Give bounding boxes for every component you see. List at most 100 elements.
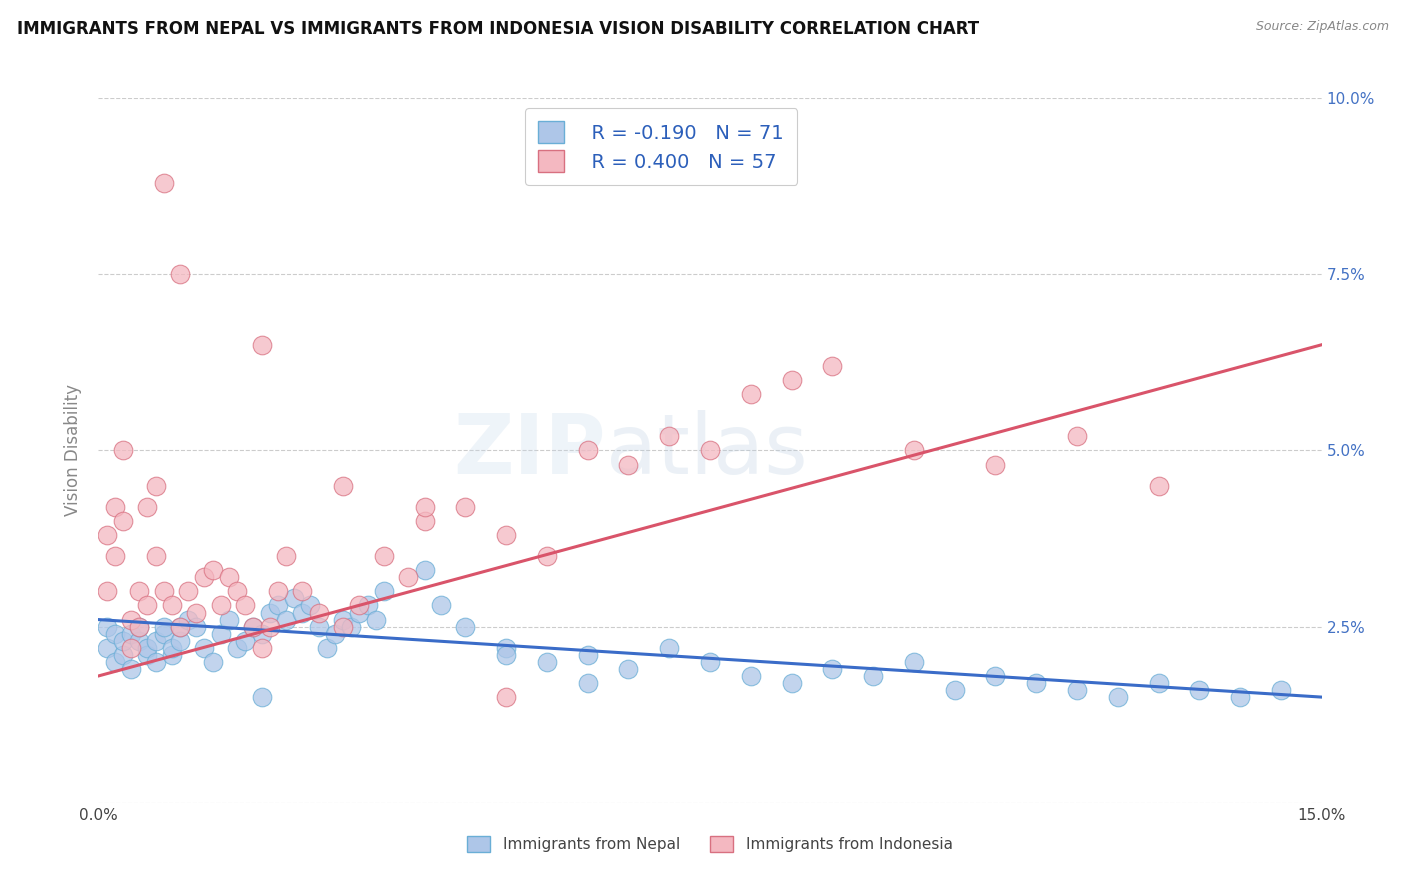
- Point: [177, 584, 200, 599]
- Text: ZIP: ZIP: [454, 410, 606, 491]
- Point: [536, 655, 558, 669]
- Point: [145, 478, 167, 492]
- Point: [120, 626, 142, 640]
- Point: [218, 613, 240, 627]
- Point: [201, 655, 224, 669]
- Point: [242, 619, 264, 633]
- Point: [96, 584, 118, 599]
- Point: [96, 640, 118, 655]
- Point: [120, 613, 142, 627]
- Point: [145, 655, 167, 669]
- Point: [145, 549, 167, 564]
- Point: [250, 690, 273, 705]
- Point: [315, 640, 337, 655]
- Legend: Immigrants from Nepal, Immigrants from Indonesia: Immigrants from Nepal, Immigrants from I…: [461, 830, 959, 859]
- Point: [291, 606, 314, 620]
- Point: [356, 599, 378, 613]
- Point: [128, 619, 150, 633]
- Point: [291, 584, 314, 599]
- Point: [160, 648, 183, 662]
- Point: [152, 584, 174, 599]
- Point: [617, 458, 640, 472]
- Point: [780, 373, 803, 387]
- Point: [120, 640, 142, 655]
- Point: [111, 514, 134, 528]
- Point: [332, 613, 354, 627]
- Point: [104, 655, 127, 669]
- Text: IMMIGRANTS FROM NEPAL VS IMMIGRANTS FROM INDONESIA VISION DISABILITY CORRELATION: IMMIGRANTS FROM NEPAL VS IMMIGRANTS FROM…: [17, 20, 979, 37]
- Point: [1270, 683, 1292, 698]
- Point: [323, 626, 346, 640]
- Point: [943, 683, 966, 698]
- Point: [1025, 676, 1047, 690]
- Point: [128, 584, 150, 599]
- Point: [332, 619, 354, 633]
- Point: [274, 549, 297, 564]
- Point: [1066, 429, 1088, 443]
- Point: [413, 500, 436, 514]
- Point: [495, 648, 517, 662]
- Point: [740, 387, 762, 401]
- Point: [862, 669, 884, 683]
- Point: [250, 640, 273, 655]
- Point: [740, 669, 762, 683]
- Point: [111, 648, 134, 662]
- Point: [274, 613, 297, 627]
- Point: [821, 662, 844, 676]
- Point: [96, 619, 118, 633]
- Point: [903, 443, 925, 458]
- Point: [218, 570, 240, 584]
- Point: [576, 648, 599, 662]
- Y-axis label: Vision Disability: Vision Disability: [63, 384, 82, 516]
- Point: [136, 648, 159, 662]
- Point: [233, 599, 256, 613]
- Point: [984, 669, 1007, 683]
- Point: [226, 584, 249, 599]
- Point: [152, 626, 174, 640]
- Point: [396, 570, 419, 584]
- Point: [373, 549, 395, 564]
- Text: Source: ZipAtlas.com: Source: ZipAtlas.com: [1256, 20, 1389, 33]
- Point: [283, 591, 305, 606]
- Point: [413, 563, 436, 577]
- Point: [454, 619, 477, 633]
- Point: [169, 268, 191, 282]
- Point: [495, 640, 517, 655]
- Point: [128, 619, 150, 633]
- Point: [332, 478, 354, 492]
- Point: [576, 676, 599, 690]
- Point: [373, 584, 395, 599]
- Point: [1066, 683, 1088, 698]
- Point: [1229, 690, 1251, 705]
- Point: [349, 606, 371, 620]
- Point: [201, 563, 224, 577]
- Point: [136, 640, 159, 655]
- Point: [495, 528, 517, 542]
- Point: [299, 599, 322, 613]
- Point: [699, 655, 721, 669]
- Point: [617, 662, 640, 676]
- Point: [495, 690, 517, 705]
- Point: [259, 606, 281, 620]
- Point: [152, 619, 174, 633]
- Point: [250, 337, 273, 351]
- Point: [340, 619, 363, 633]
- Point: [250, 626, 273, 640]
- Point: [699, 443, 721, 458]
- Point: [364, 613, 387, 627]
- Point: [267, 599, 290, 613]
- Point: [242, 619, 264, 633]
- Point: [259, 619, 281, 633]
- Point: [413, 514, 436, 528]
- Point: [267, 584, 290, 599]
- Point: [984, 458, 1007, 472]
- Point: [145, 633, 167, 648]
- Point: [209, 626, 232, 640]
- Point: [104, 626, 127, 640]
- Point: [169, 619, 191, 633]
- Point: [186, 619, 208, 633]
- Point: [169, 619, 191, 633]
- Point: [308, 619, 330, 633]
- Point: [186, 606, 208, 620]
- Point: [160, 599, 183, 613]
